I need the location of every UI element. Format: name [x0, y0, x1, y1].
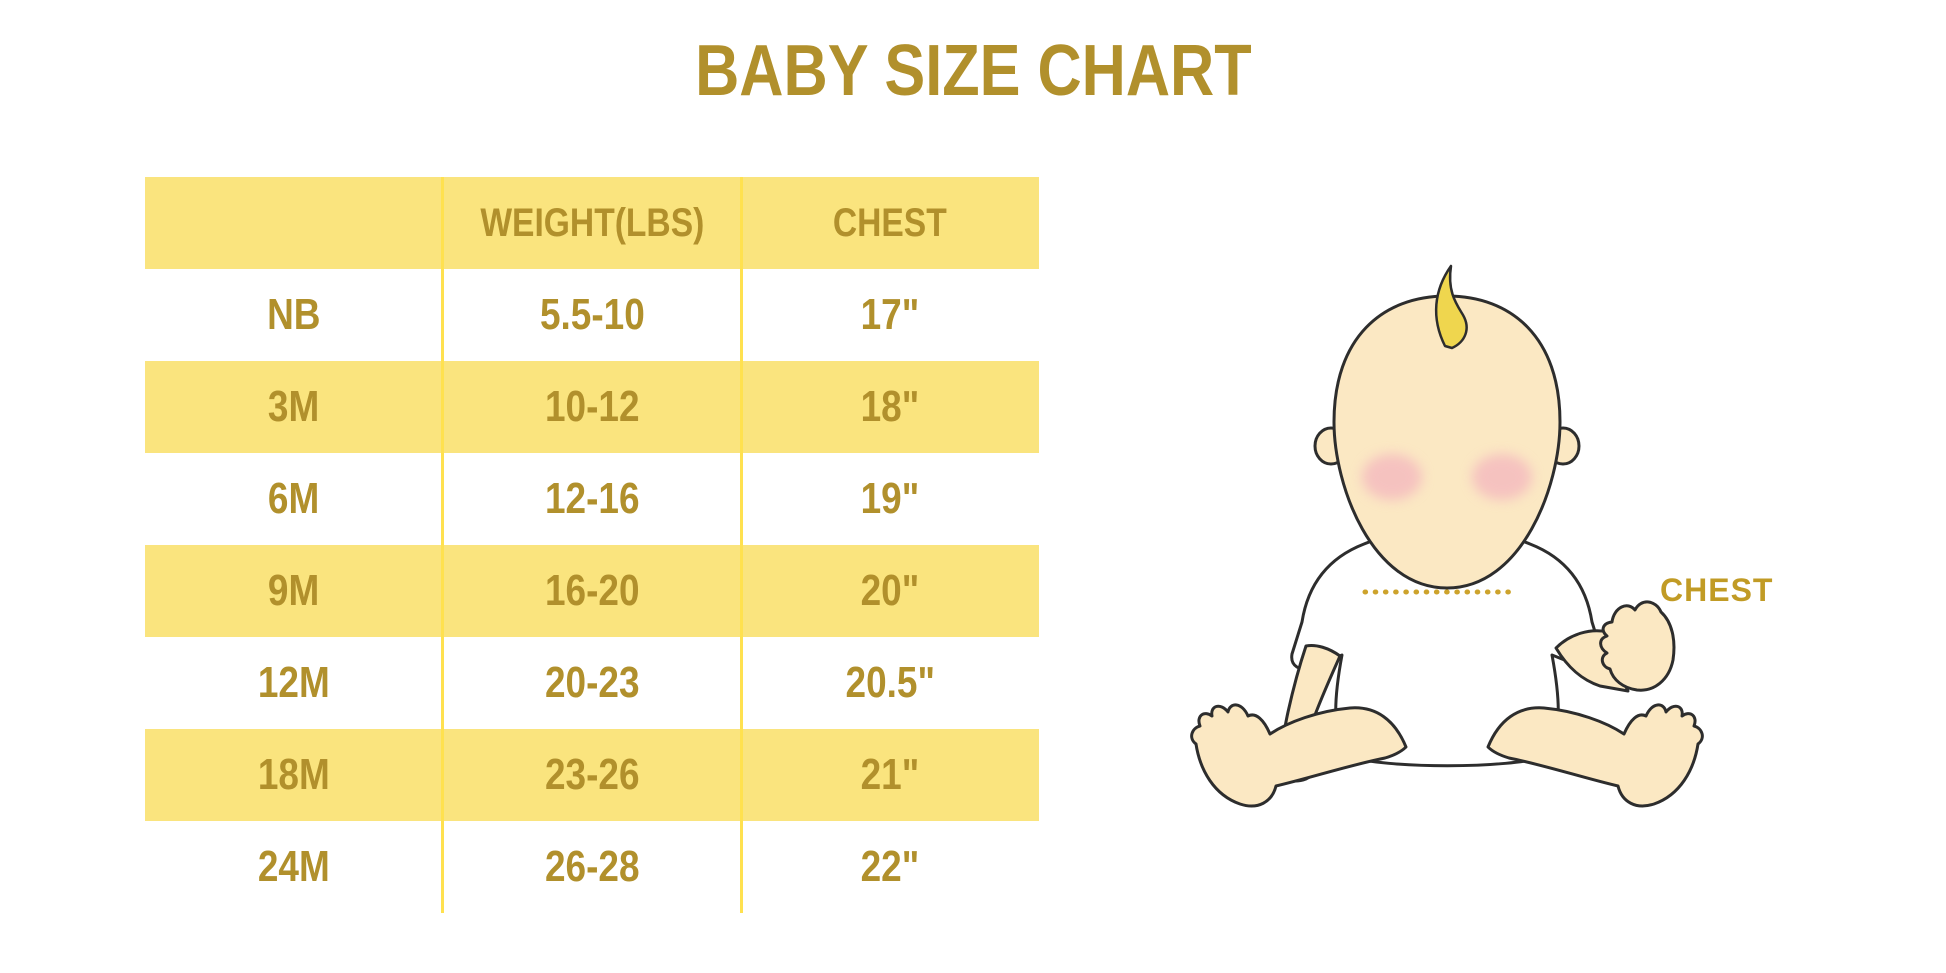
weight-cell: 5.5-10	[539, 290, 645, 339]
weight-cell: 26-28	[544, 842, 640, 891]
weight-cell: 16-20	[443, 545, 741, 637]
chest-cell: 22"	[860, 842, 920, 891]
size-cell: 18M	[145, 729, 443, 821]
baby-left-leg	[1190, 703, 1408, 808]
weight-cell: 12-16	[544, 474, 640, 523]
size-cell: 3M	[145, 361, 443, 453]
size-cell: 12M	[258, 658, 330, 707]
size-cell: NB	[267, 290, 321, 339]
size-cell: 24M	[258, 842, 330, 891]
header-size-cell	[145, 177, 443, 269]
page-title: BABY SIZE CHART	[0, 31, 1946, 111]
chest-cell: 18"	[741, 361, 1039, 453]
chest-cell: 20"	[741, 545, 1039, 637]
chest-cell: 21"	[741, 729, 1039, 821]
baby-cheeks	[1362, 454, 1532, 500]
header-chest-cell: CHEST	[741, 177, 1039, 269]
weight-cell: 10-12	[443, 361, 741, 453]
chest-cell: 17"	[860, 290, 920, 339]
baby-right-fist	[1599, 600, 1676, 692]
column-divider	[740, 177, 743, 913]
baby-right-leg	[1486, 703, 1704, 808]
size-cell: 9M	[145, 545, 443, 637]
chest-cell: 19"	[860, 474, 920, 523]
weight-cell: 20-23	[544, 658, 640, 707]
size-table: WEIGHT(LBS) CHEST NB 5.5-10 17" 3M 10-12…	[145, 177, 1039, 913]
chest-measure-label: CHEST	[1660, 572, 1774, 608]
weight-cell: 23-26	[443, 729, 741, 821]
baby-shirt	[1290, 528, 1604, 768]
size-cell: 6M	[268, 474, 320, 523]
baby-hair-tuft	[1434, 264, 1468, 350]
chest-cell: 20.5"	[845, 658, 935, 707]
header-weight-cell: WEIGHT(LBS)	[443, 177, 741, 269]
baby-illustration	[1190, 264, 1704, 808]
page-title-text: BABY SIZE CHART	[694, 31, 1252, 111]
column-divider	[441, 177, 444, 913]
baby-head	[1332, 294, 1562, 590]
